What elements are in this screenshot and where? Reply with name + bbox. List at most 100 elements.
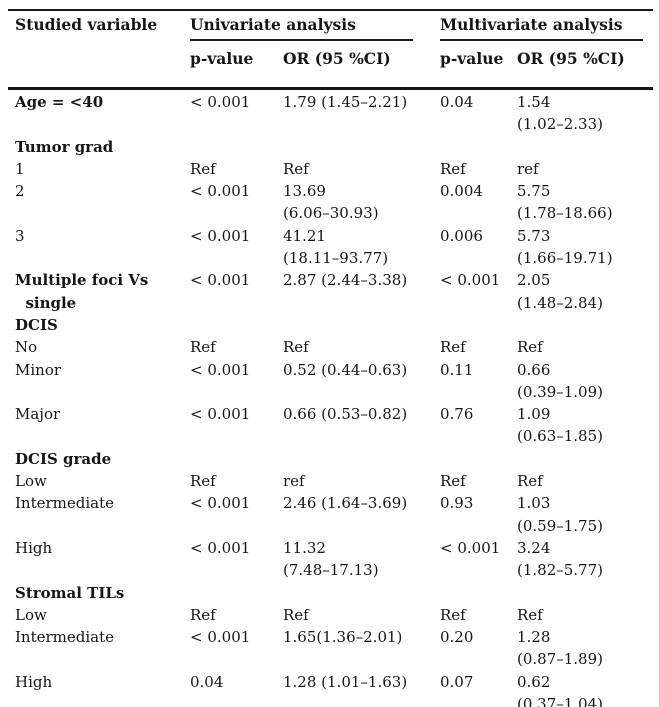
table-row: Intermediate < 0.001 2.46 (1.64–3.69) 0.… <box>8 492 653 537</box>
cell-univariate-p-value: Ref <box>190 472 216 491</box>
cell-multivariate-or: 5.73 (1.66–19.71) <box>517 226 613 268</box>
table-row: Minor < 0.001 0.52 (0.44–0.63) 0.11 0.66… <box>8 359 653 404</box>
cell-studied-variable: Tumor grad <box>15 137 114 156</box>
cell-univariate-or: Ref <box>283 338 309 357</box>
table-row: Multiple foci Vs single < 0.001 2.87 (2.… <box>8 269 653 314</box>
cell-multivariate-or: Ref <box>517 605 543 624</box>
cell-multivariate-p-value: < 0.001 <box>440 271 501 290</box>
cell-multivariate-or: 5.75 (1.78–18.66) <box>517 182 613 223</box>
cell-studied-variable: Minor <box>15 360 62 379</box>
cell-multivariate-p-value: Ref <box>440 338 466 357</box>
cell-multivariate-p-value <box>440 136 517 158</box>
subheader-multivariate-p-value: p-value <box>440 41 517 90</box>
cell-multivariate-or <box>517 314 653 336</box>
table-row: High 0.04 1.28 (1.01–1.63) 0.07 0.62 (0.… <box>8 671 653 707</box>
table-row: Low Ref Ref Ref Ref <box>8 604 653 626</box>
cell-univariate-or: 0.52 (0.44–0.63) <box>283 360 408 379</box>
cell-multivariate-or: 3.24 (1.82–5.77) <box>517 538 604 580</box>
cell-univariate-p-value: < 0.001 <box>190 538 251 557</box>
group-header-multivariate: Multivariate analysis <box>440 15 623 34</box>
cell-multivariate-p-value: < 0.001 <box>440 538 501 557</box>
cell-multivariate-p-value: Ref <box>440 159 466 178</box>
cell-univariate-or: 1.28 (1.01–1.63) <box>283 672 408 691</box>
cell-multivariate-p-value: 0.76 <box>440 405 474 424</box>
cell-univariate-p-value: Ref <box>190 605 216 624</box>
cell-univariate-or: ref <box>283 472 305 491</box>
group-header-multivariate-cell: Multivariate analysis <box>440 10 653 41</box>
subheader-univariate-p-value: p-value <box>190 41 283 90</box>
cell-multivariate-p-value: 0.004 <box>440 182 483 201</box>
cell-multivariate-p-value <box>440 448 517 470</box>
cell-studied-variable: 3 <box>15 226 25 245</box>
cell-univariate-p-value: < 0.001 <box>190 182 251 201</box>
cell-multivariate-or: 2.05 (1.48–2.84) <box>517 271 604 312</box>
cell-multivariate-or: 1.28 (0.87–1.89) <box>517 628 604 669</box>
cell-univariate-or: 2.46 (1.64–3.69) <box>283 494 408 513</box>
cell-univariate-or <box>283 582 440 604</box>
cell-multivariate-or: 1.09 (0.63–1.85) <box>517 405 604 446</box>
group-header-univariate: Univariate analysis <box>190 15 356 34</box>
cell-multivariate-p-value: Ref <box>440 472 466 491</box>
cell-univariate-or <box>283 448 440 470</box>
group-header-row: Studied variable Univariate analysis Mul… <box>8 10 653 90</box>
cell-univariate-p-value: < 0.001 <box>190 405 251 424</box>
cell-univariate-p-value: < 0.001 <box>190 628 251 647</box>
cell-multivariate-or: Ref <box>517 338 543 357</box>
cell-multivariate-or: ref <box>517 159 539 178</box>
cell-univariate-p-value <box>190 448 283 470</box>
cell-multivariate-or <box>517 582 653 604</box>
cell-studied-variable: Stromal TILs <box>15 583 125 602</box>
cell-multivariate-p-value: 0.11 <box>440 360 474 379</box>
table-row: Major < 0.001 0.66 (0.53–0.82) 0.76 1.09… <box>8 403 653 448</box>
cell-univariate-or <box>283 136 440 158</box>
cell-univariate-p-value <box>190 582 283 604</box>
cell-multivariate-p-value: Ref <box>440 605 466 624</box>
cell-studied-variable: High <box>15 538 53 557</box>
cell-univariate-p-value <box>190 136 283 158</box>
cell-multivariate-or: 0.66 (0.39–1.09) <box>517 360 604 401</box>
table-row: No Ref Ref Ref Ref <box>8 336 653 358</box>
cell-multivariate-p-value: 0.07 <box>440 672 474 691</box>
cell-univariate-or: 1.65(1.36–2.01) <box>283 628 403 647</box>
cell-multivariate-p-value <box>440 314 517 336</box>
cell-univariate-or <box>283 314 440 336</box>
cell-studied-variable: DCIS <box>15 315 58 334</box>
table-row: DCIS grade <box>8 448 653 470</box>
cell-multivariate-or: 1.03 (0.59–1.75) <box>517 494 604 535</box>
cell-multivariate-p-value: 0.20 <box>440 628 474 647</box>
cell-univariate-or: Ref <box>283 605 309 624</box>
cell-univariate-or: Ref <box>283 159 309 178</box>
group-header-univariate-cell: Univariate analysis <box>190 10 440 41</box>
cell-univariate-p-value: < 0.001 <box>190 271 251 290</box>
cell-studied-variable: Major <box>15 405 61 424</box>
cell-univariate-p-value <box>190 314 283 336</box>
cell-univariate-p-value: 0.04 <box>190 672 224 691</box>
cell-studied-variable: Intermediate <box>15 628 115 647</box>
cell-univariate-or: 1.79 (1.45–2.21) <box>283 93 408 111</box>
table-row: Stromal TILs <box>8 582 653 604</box>
table-row: High < 0.001 11.32 (7.48–17.13) < 0.001 … <box>8 537 653 582</box>
table-row: DCIS <box>8 314 653 336</box>
table-body: Age = <40 < 0.001 1.79 (1.45–2.21) 0.04 … <box>8 89 653 707</box>
cell-multivariate-or <box>517 136 653 158</box>
cell-multivariate-p-value: 0.93 <box>440 494 474 513</box>
cell-univariate-p-value: < 0.001 <box>190 93 251 111</box>
cell-univariate-p-value: Ref <box>190 159 216 178</box>
subheader-row: p-value OR (95 %CI) p-value OR (95 %CI) <box>8 41 653 90</box>
table-row: 2 < 0.001 13.69 (6.06–30.93) 0.004 5.75 … <box>8 180 653 225</box>
column-header-studied-variable: Studied variable <box>8 10 190 90</box>
results-table: Studied variable Univariate analysis Mul… <box>8 9 653 707</box>
cell-studied-variable: 2 <box>15 182 25 201</box>
table-row: 3 < 0.001 41.21 (18.11–93.77) 0.006 5.73… <box>8 225 653 270</box>
cell-multivariate-p-value: 0.006 <box>440 226 483 245</box>
cell-univariate-or: 41.21 (18.11–93.77) <box>283 226 389 268</box>
cell-univariate-p-value: < 0.001 <box>190 226 251 245</box>
cell-univariate-p-value: < 0.001 <box>190 360 251 379</box>
subheader-multivariate-or: OR (95 %CI) <box>517 41 653 90</box>
cell-multivariate-or <box>517 448 653 470</box>
cell-univariate-or: 13.69 (6.06–30.93) <box>283 182 379 223</box>
table-row: Intermediate < 0.001 1.65(1.36–2.01) 0.2… <box>8 626 653 671</box>
cell-univariate-p-value: Ref <box>190 338 216 357</box>
cell-studied-variable: No <box>15 338 38 357</box>
